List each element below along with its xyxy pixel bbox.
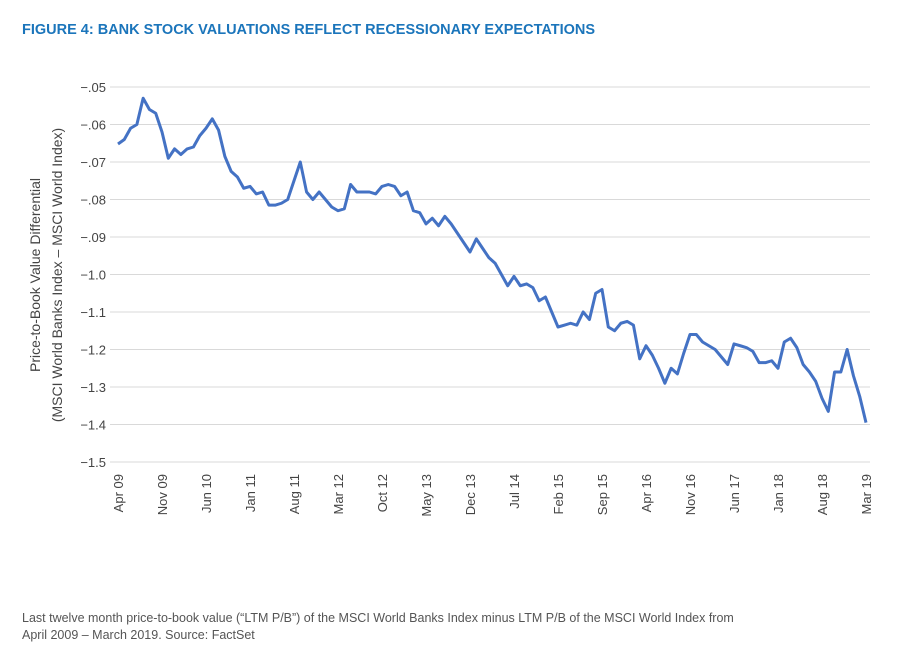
y-tick-label: −1.0 xyxy=(80,268,106,283)
y-tick-label: −1.3 xyxy=(80,380,106,395)
x-tick-label: Dec 13 xyxy=(463,474,478,515)
y-tick-label: −.05 xyxy=(80,80,106,95)
x-tick-label: Oct 12 xyxy=(375,474,390,512)
y-tick-label: −.06 xyxy=(80,118,106,133)
y-axis-title: Price-to-Book Value Differential xyxy=(27,178,43,372)
footnote: Last twelve month price-to-book value (“… xyxy=(22,611,734,625)
x-tick-label: May 13 xyxy=(419,474,434,517)
x-tick-label: Jul 14 xyxy=(507,474,522,509)
x-tick-label: Jun 10 xyxy=(199,474,214,513)
x-tick-label: Aug 18 xyxy=(815,474,830,515)
x-tick-label: Jan 11 xyxy=(243,474,258,512)
y-tick-label: −.07 xyxy=(80,155,106,170)
x-tick-label: Mar 19 xyxy=(859,474,874,514)
y-tick-label: −1.2 xyxy=(80,343,106,358)
x-tick-label: Mar 12 xyxy=(331,474,346,514)
data-line xyxy=(117,96,868,423)
x-tick-label: Nov 16 xyxy=(683,474,698,515)
y-tick-label: −1.4 xyxy=(80,418,106,433)
y-tick-label: −1.1 xyxy=(80,305,106,320)
y-tick-label: −.08 xyxy=(80,193,106,208)
x-tick-label: Nov 09 xyxy=(155,474,170,515)
x-tick-label: Sep 15 xyxy=(595,474,610,515)
x-tick-label: Apr 16 xyxy=(639,474,654,512)
x-tick-label: Feb 15 xyxy=(551,474,566,514)
footnote: April 2009 – March 2019. Source: FactSet xyxy=(22,628,255,642)
x-tick-label: Jun 17 xyxy=(727,474,742,513)
x-tick-label: Apr 09 xyxy=(111,474,126,512)
y-tick-label: −.09 xyxy=(80,230,106,245)
x-tick-label: Jan 18 xyxy=(771,474,786,513)
chart-title: FIGURE 4: BANK STOCK VALUATIONS REFLECT … xyxy=(22,22,595,38)
y-tick-label: −1.5 xyxy=(80,455,106,470)
x-tick-label: Aug 11 xyxy=(287,474,302,514)
y-axis-title: (MSCI World Banks Index – MSCI World Ind… xyxy=(49,128,65,422)
